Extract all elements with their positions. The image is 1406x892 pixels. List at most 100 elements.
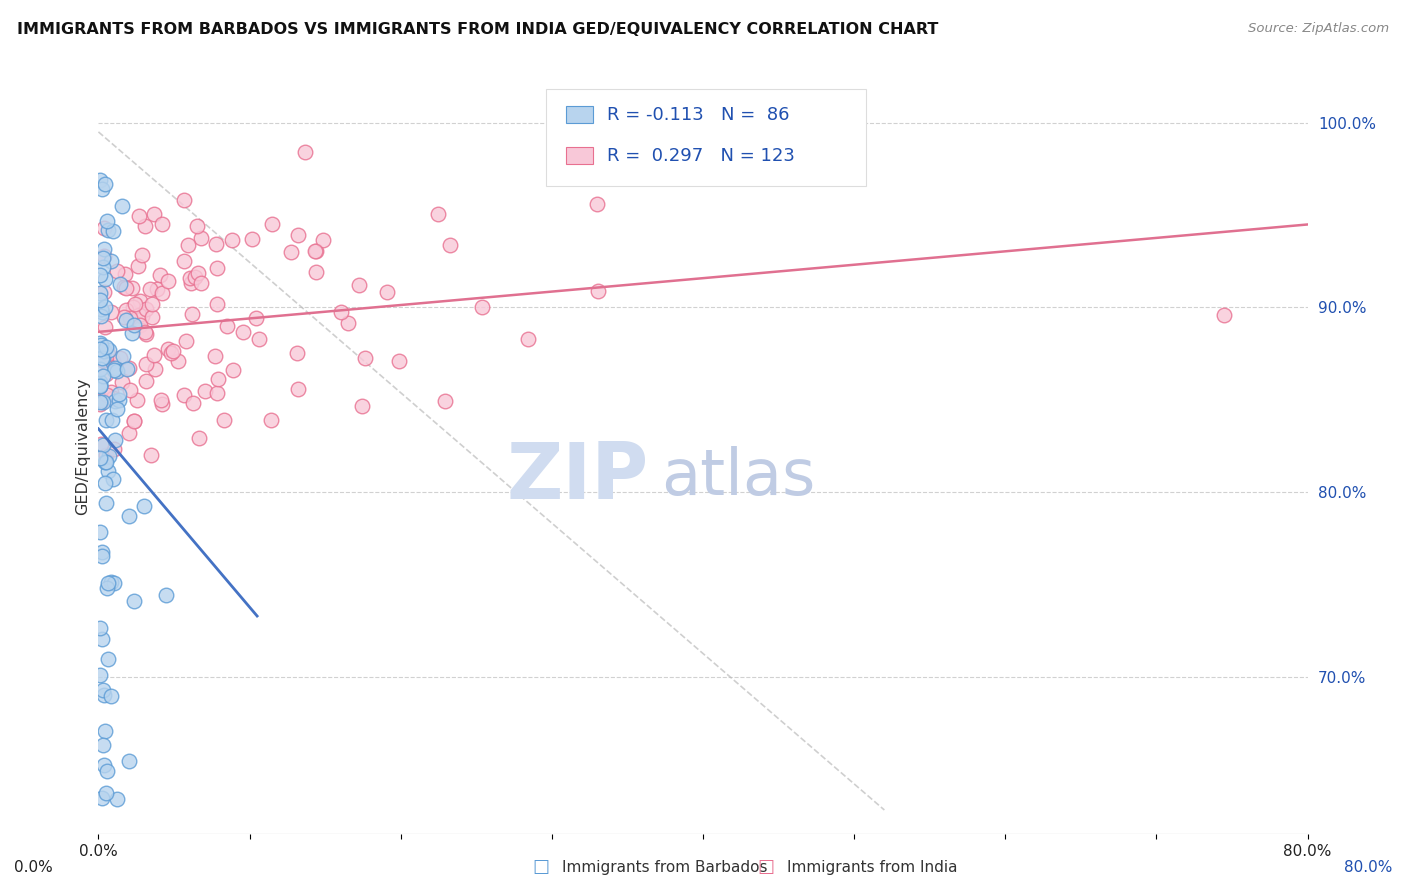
Point bbox=[103, 473, 125, 487]
Point bbox=[97, 223, 120, 237]
Point bbox=[150, 286, 173, 301]
Point bbox=[90, 392, 112, 407]
Point bbox=[89, 621, 111, 635]
Point bbox=[105, 792, 128, 806]
Point bbox=[245, 311, 267, 326]
Point bbox=[89, 451, 111, 466]
Point bbox=[173, 254, 195, 268]
Point bbox=[96, 214, 118, 228]
Point bbox=[117, 508, 139, 523]
Point bbox=[91, 545, 114, 559]
Point bbox=[247, 332, 270, 346]
Point bbox=[127, 260, 149, 274]
Point bbox=[111, 350, 134, 364]
Point bbox=[180, 276, 202, 290]
Point bbox=[89, 379, 111, 393]
Point bbox=[91, 351, 114, 365]
Point bbox=[305, 244, 328, 258]
Point bbox=[89, 375, 111, 389]
Point bbox=[205, 296, 228, 310]
Point bbox=[94, 724, 117, 739]
Point bbox=[143, 362, 166, 376]
Point bbox=[94, 448, 117, 462]
Point bbox=[91, 394, 114, 409]
Point bbox=[89, 524, 111, 539]
Point bbox=[89, 342, 111, 356]
Text: IMMIGRANTS FROM BARBADOS VS IMMIGRANTS FROM INDIA GED/EQUIVALENCY CORRELATION CH: IMMIGRANTS FROM BARBADOS VS IMMIGRANTS F… bbox=[17, 22, 938, 37]
Point bbox=[181, 396, 204, 410]
Point bbox=[132, 499, 155, 513]
Point bbox=[180, 308, 202, 322]
FancyBboxPatch shape bbox=[546, 89, 866, 186]
Point bbox=[337, 316, 360, 330]
Point bbox=[120, 384, 142, 398]
Point bbox=[121, 281, 143, 295]
Point bbox=[98, 343, 121, 357]
Point bbox=[145, 282, 167, 296]
Point bbox=[105, 264, 128, 278]
Point bbox=[94, 301, 117, 315]
Point bbox=[111, 199, 134, 213]
Point bbox=[103, 391, 125, 405]
Point bbox=[141, 310, 163, 324]
Point bbox=[94, 413, 117, 427]
Point bbox=[100, 690, 122, 704]
Point bbox=[377, 285, 399, 299]
Point bbox=[118, 310, 141, 325]
Point bbox=[131, 310, 153, 324]
Point bbox=[93, 758, 115, 772]
Point bbox=[312, 233, 335, 247]
Point bbox=[91, 438, 114, 452]
Point bbox=[122, 414, 145, 428]
Point bbox=[93, 354, 115, 368]
Point bbox=[94, 455, 117, 469]
Point bbox=[115, 361, 138, 376]
Point bbox=[150, 397, 173, 411]
Point bbox=[89, 397, 111, 411]
Point bbox=[173, 193, 195, 207]
Point bbox=[186, 219, 208, 233]
Point bbox=[222, 363, 245, 377]
Point bbox=[143, 348, 166, 362]
Point bbox=[96, 346, 118, 360]
Point bbox=[94, 475, 117, 490]
Point bbox=[135, 357, 157, 371]
Point bbox=[90, 302, 112, 317]
Point bbox=[142, 206, 165, 220]
Point bbox=[93, 344, 115, 359]
Point bbox=[90, 305, 112, 319]
Point bbox=[174, 334, 197, 348]
Point bbox=[287, 227, 309, 242]
Point bbox=[135, 374, 157, 388]
Point bbox=[90, 338, 112, 352]
Point bbox=[91, 632, 114, 647]
Point bbox=[187, 266, 209, 280]
Point bbox=[111, 375, 134, 389]
Point bbox=[89, 394, 111, 409]
Point bbox=[135, 302, 157, 317]
Point bbox=[91, 549, 114, 563]
Point bbox=[93, 220, 115, 235]
Point bbox=[128, 209, 150, 223]
Text: R =  0.297   N = 123: R = 0.297 N = 123 bbox=[607, 147, 796, 165]
Point bbox=[127, 393, 149, 408]
Point bbox=[91, 791, 114, 805]
Point bbox=[167, 353, 190, 368]
Point bbox=[104, 393, 127, 408]
Point bbox=[122, 413, 145, 427]
Point bbox=[90, 309, 112, 323]
Point bbox=[262, 217, 284, 231]
Point bbox=[188, 431, 211, 445]
Point bbox=[89, 335, 111, 350]
Point bbox=[89, 293, 111, 308]
Point bbox=[122, 300, 145, 314]
Point bbox=[96, 581, 118, 595]
Point bbox=[105, 402, 128, 417]
Point bbox=[207, 261, 229, 276]
Point bbox=[304, 265, 326, 279]
Point bbox=[89, 668, 111, 682]
Point bbox=[204, 349, 226, 363]
Point bbox=[94, 455, 117, 469]
Point bbox=[388, 354, 411, 368]
Point bbox=[112, 310, 135, 325]
